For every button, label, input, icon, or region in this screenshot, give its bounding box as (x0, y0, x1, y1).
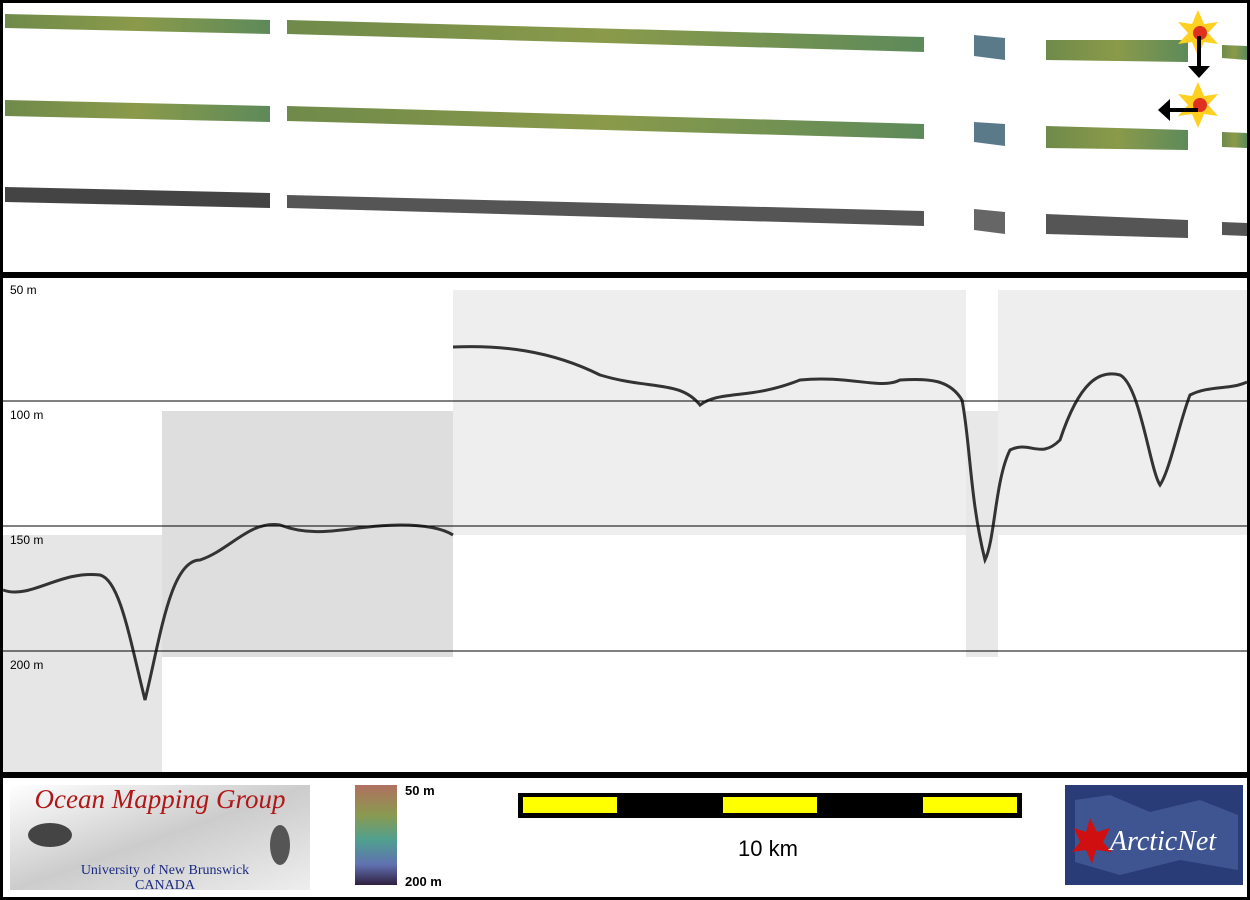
omg-logo: Ocean Mapping Group University of New Br… (10, 784, 310, 893)
arcticnet-logo: ArcticNet (1065, 785, 1243, 885)
swath-panel (3, 3, 1247, 272)
colorbar-label: 50 m (405, 783, 435, 798)
colorbar (355, 785, 397, 885)
depth-label: 50 m (10, 283, 37, 297)
scale-label: 10 km (738, 836, 798, 861)
logo-title: Ocean Mapping Group (35, 784, 286, 814)
logo-country: CANADA (135, 878, 196, 893)
depth-label: 150 m (10, 533, 43, 547)
swath-strips (5, 14, 1247, 238)
logo-subtitle: University of New Brunswick (81, 863, 249, 878)
depth-label: 100 m (10, 408, 43, 422)
sun-icons (1158, 10, 1218, 128)
scale-bar (518, 793, 1022, 818)
colorbar-label: 200 m (405, 874, 442, 889)
partner-name: ArcticNet (1108, 826, 1217, 857)
depth-label: 200 m (10, 658, 43, 672)
depth-grid (3, 400, 1247, 652)
profile-sections (3, 290, 1247, 772)
